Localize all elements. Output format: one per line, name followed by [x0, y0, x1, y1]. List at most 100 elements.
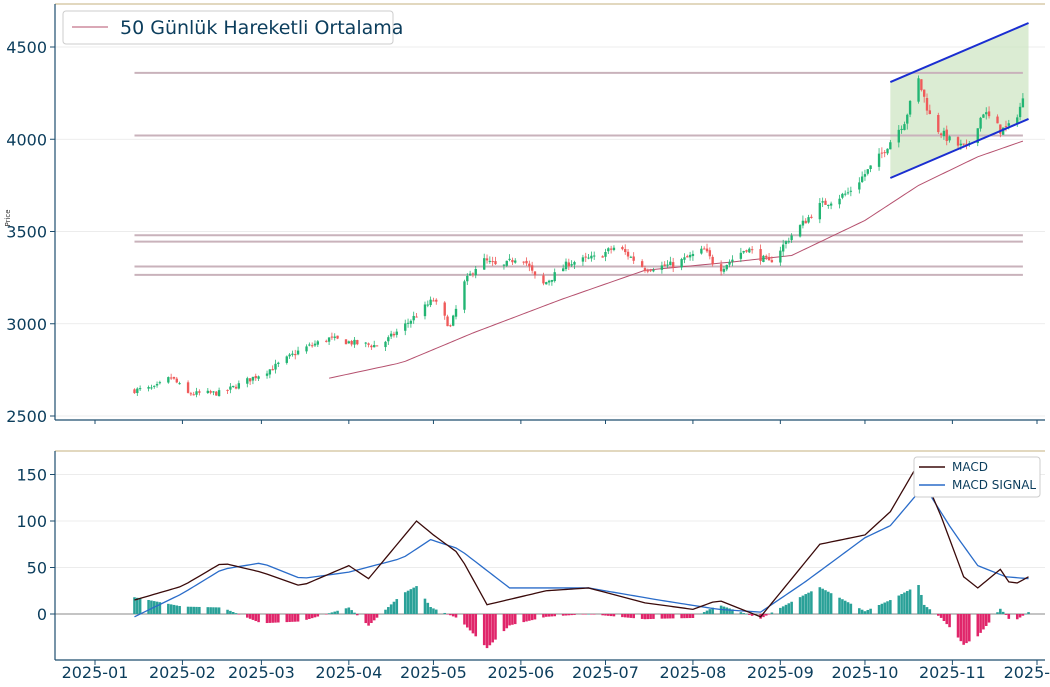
histogram-bar	[925, 607, 929, 614]
candle-body	[999, 124, 1002, 134]
histogram-bar	[948, 614, 951, 628]
candle-body	[671, 262, 675, 268]
histogram-bar	[731, 609, 734, 614]
candle-body	[435, 299, 438, 302]
candle-body	[652, 270, 655, 272]
candle-body	[178, 383, 181, 385]
candle-body	[759, 249, 762, 261]
histogram-bar	[860, 609, 864, 614]
histogram-bar	[604, 614, 607, 616]
histogram-bar	[863, 611, 867, 614]
histogram-bar	[237, 614, 241, 615]
candle-body	[316, 341, 319, 345]
macd-x-tick-label: 2025-10	[832, 663, 899, 682]
histogram-bar	[787, 603, 791, 614]
histogram-bar	[246, 614, 249, 618]
histogram-bar	[996, 612, 999, 614]
candle-body	[804, 220, 807, 224]
macd-histogram	[133, 585, 1030, 649]
candle-body	[982, 114, 985, 118]
candle-body	[274, 363, 277, 370]
histogram-bar	[327, 613, 331, 614]
histogram-bar	[389, 604, 393, 614]
macd-y-tick-label: 50	[27, 559, 47, 578]
macd-x-tick-label: 2025-02	[149, 663, 216, 682]
candle-body	[877, 153, 881, 167]
price-panel: 2500 3000 3500 4000 4500 Price 50 Günlük Har…	[4, 3, 1045, 426]
candle-body	[838, 198, 841, 205]
histogram-bar	[959, 614, 963, 642]
candle-body	[581, 257, 585, 262]
candle-body	[158, 382, 162, 384]
histogram-bar	[640, 614, 644, 619]
histogram-bar	[1021, 614, 1025, 616]
legend-label-sma: 50 Günlük Hareketli Ortalama	[120, 17, 403, 39]
candle-body	[1018, 106, 1022, 118]
candle-body	[985, 112, 988, 115]
histogram-bar	[564, 614, 568, 616]
candle-body	[801, 220, 805, 226]
candle-body	[939, 133, 943, 136]
candle-body	[452, 315, 455, 326]
candle-body	[607, 248, 610, 252]
histogram-bar	[353, 612, 356, 614]
histogram-bar	[900, 594, 903, 614]
histogram-bar	[133, 597, 136, 614]
candle-body	[305, 346, 308, 352]
candle-body	[987, 111, 991, 117]
candle-body	[705, 248, 709, 252]
histogram-bar	[1001, 611, 1005, 614]
candle-body	[133, 389, 136, 394]
price-x-ticks	[94, 420, 1038, 424]
histogram-bar	[356, 614, 359, 616]
histogram-bar	[570, 614, 573, 616]
candle-body	[373, 345, 376, 348]
candle-body	[824, 200, 827, 205]
candle-body	[327, 337, 331, 342]
candle-body	[505, 260, 508, 266]
macd-x-tick-label: 2025-08	[659, 663, 726, 682]
candle-body	[409, 320, 413, 324]
histogram-bar	[488, 614, 492, 646]
candle-body	[432, 300, 435, 302]
histogram-bar	[367, 614, 370, 626]
histogram-bar	[463, 614, 466, 625]
candle-body	[404, 323, 407, 331]
histogram-bar	[466, 614, 469, 628]
histogram-bar	[471, 614, 475, 634]
histogram-bar	[426, 602, 430, 614]
histogram-bar	[468, 614, 472, 631]
histogram-bar	[525, 614, 528, 622]
histogram-bar	[646, 614, 650, 620]
histogram-bar	[375, 614, 379, 618]
histogram-bar	[1004, 614, 1008, 615]
histogram-bar	[544, 614, 548, 617]
histogram-bar	[880, 603, 884, 614]
candle-body	[584, 256, 587, 258]
candle-body	[587, 257, 590, 259]
candle-body	[629, 256, 633, 258]
histogram-bar	[939, 614, 943, 618]
candle-body	[350, 340, 353, 345]
histogram-bar	[745, 614, 748, 615]
histogram-bar	[979, 614, 982, 633]
histogram-bar	[590, 614, 593, 615]
candle-body	[234, 386, 238, 389]
histogram-bar	[869, 608, 872, 614]
histogram-bar	[502, 614, 506, 632]
histogram-bar	[547, 614, 551, 617]
candle-body	[691, 253, 695, 257]
histogram-bar	[643, 614, 647, 620]
candle-body	[387, 337, 390, 342]
candle-body	[463, 281, 466, 310]
histogram-bar	[999, 608, 1002, 614]
histogram-bar	[474, 614, 478, 637]
candle-body	[392, 333, 396, 336]
histogram-bar	[1024, 613, 1028, 615]
candle-body	[889, 142, 892, 150]
candle-body	[353, 339, 356, 345]
candle-body	[153, 385, 156, 387]
channel-upper-line	[889, 22, 1029, 83]
macd-legend-frame	[913, 456, 1041, 498]
